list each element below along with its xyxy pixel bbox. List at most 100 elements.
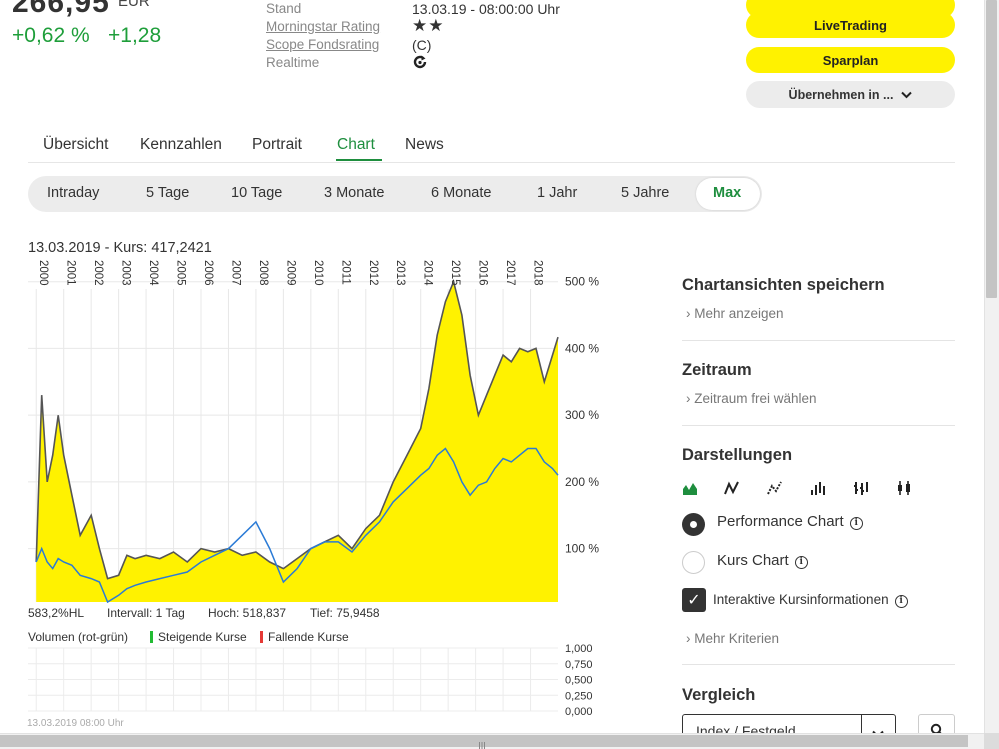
dotted-line-chart-icon[interactable] [767,480,783,501]
range-1-jahr[interactable]: 1 Jahr [537,185,578,201]
realtime-refresh-icon[interactable] [412,54,428,75]
mehr-anzeigen-link[interactable]: › Mehr anzeigen [686,306,784,321]
change-percent: +0,62 % [12,24,90,47]
volume-label: Volumen (rot-grün) [28,630,129,644]
volume-tick-label: 0,500 [565,675,593,687]
mehr-kriterien-link[interactable]: › Mehr Kriterien [686,631,780,646]
volume-tick-label: 0,000 [565,706,593,718]
stat-intervall: Intervall: 1 Tag [107,606,185,620]
panel-separator [682,664,955,665]
price-currency: EUR [118,0,150,10]
tab-active-indicator [336,159,382,161]
range-5-jahre[interactable]: 5 Jahre [621,185,670,201]
tab-chart[interactable]: Chart [337,136,375,153]
compare-line [35,447,559,604]
range-5-tage[interactable]: 5 Tage [146,185,190,201]
panel-separator [682,340,955,341]
steigend-marker [150,631,153,643]
candlestick-chart-icon[interactable] [896,480,912,501]
performance-chart-label[interactable]: Performance Chart i [717,513,863,530]
performance-chart[interactable]: 2000 2001 2002 2003 2004 2005 2006 2007 2008 2009… [0,255,620,733]
livetrading-button[interactable]: LiveTrading [746,12,955,38]
volume-tick-label: 0,750 [565,659,593,671]
kurs-chart-label[interactable]: Kurs Chart i [717,552,808,569]
uebernehmen-label: Übernehmen in ... [788,87,894,102]
info-icon[interactable]: i [849,517,863,530]
hlc-chart-icon[interactable] [853,480,869,501]
y-tick-label: 100 % [565,542,599,556]
vertical-scroll-thumb[interactable] [986,0,997,298]
range-intraday[interactable]: Intraday [47,185,100,201]
performance-chart-radio[interactable] [682,513,705,536]
price-value: 266,95 [12,0,110,19]
time-range-bar [28,176,762,212]
info-icon[interactable]: i [894,595,908,608]
x-tick-label: 2003 [120,260,132,286]
range-10-tage[interactable]: 10 Tage [231,185,283,201]
stand-value: 13.03.19 - 08:00:00 Uhr [412,1,560,17]
scope-rating-value: (C) [412,37,432,53]
x-tick-label: 2005 [175,260,187,286]
volume-tick-label: 1,000 [565,643,593,655]
horizontal-scroll-thumb[interactable] [0,735,968,747]
x-tick-label: 2011 [339,260,351,285]
stat-tief: Tief: 75,9458 [310,606,380,620]
performance-line [35,279,559,580]
select-divider [861,715,862,749]
range-6-monate[interactable]: 6 Monate [431,185,492,201]
x-tick-label: 2017 [504,260,516,286]
volume-date: 13.03.2019 08:00 Uhr [27,718,124,729]
ohlc-chart-icon[interactable] [810,480,826,501]
info-icon[interactable]: i [794,556,808,569]
x-tick-label: 2015 [449,260,461,286]
y-tick-label: 200 % [565,475,599,489]
chevron-down-icon [901,88,913,102]
scrollbar-corner [984,733,999,749]
x-tick-label: 2009 [284,260,296,286]
y-tick-label: 400 % [565,341,599,355]
x-tick-label: 2006 [202,260,214,286]
tabs-divider [28,162,955,163]
kurs-info: 13.03.2019 - Kurs: 417,2421 [28,240,212,256]
tab-uebersicht[interactable]: Übersicht [43,136,109,153]
range-3-monate[interactable]: 3 Monate [324,185,385,201]
x-tick-label: 2007 [229,260,241,286]
scope-fondsrating-link[interactable]: Scope Fondsrating [266,37,380,52]
x-tick-label: 2000 [37,260,49,286]
performance-area [36,281,558,602]
range-max[interactable]: Max [713,185,742,201]
vergleich-title: Vergleich [682,686,756,704]
mountain-chart-icon[interactable] [682,480,698,501]
zeitraum-link[interactable]: › Zeitraum frei wählen [686,391,817,406]
kurs-chart-radio[interactable] [682,551,705,574]
stand-label: Stand [266,1,302,16]
stat-hoch: Hoch: 518,837 [208,606,287,620]
fallende-kurse-label: Fallende Kurse [268,630,349,644]
y-tick-label: 500 % [565,275,599,289]
x-tick-label: 2004 [147,260,159,286]
morningstar-stars: ★★ [412,16,445,35]
x-tick-label: 2008 [257,260,269,286]
x-tick-label: 2014 [422,260,434,286]
realtime-label: Realtime [266,55,320,70]
chartansichten-title: Chartansichten speichern [682,276,885,294]
scroll-grip-icon [478,737,486,749]
sparplan-button[interactable]: Sparplan [746,47,955,73]
uebernehmen-dropdown[interactable]: Übernehmen in ... [746,81,955,108]
volume-tick-label: 0,250 [565,690,593,702]
line-chart-icon[interactable] [724,480,740,501]
tab-news[interactable]: News [405,136,444,153]
fallend-marker [260,631,263,643]
tab-kennzahlen[interactable]: Kennzahlen [140,136,222,153]
interaktive-kursinfo-label[interactable]: Interaktive Kursinformationen i [713,592,908,608]
panel-separator [682,425,955,426]
y-tick-label: 300 % [565,408,599,422]
morningstar-rating-link[interactable]: Morningstar Rating [266,19,381,34]
x-tick-label: 2016 [477,260,489,286]
x-tick-label: 2001 [65,260,77,286]
x-tick-label: 2012 [367,260,379,286]
x-tick-label: 2018 [532,260,544,286]
interaktive-kursinfo-checkbox[interactable]: ✓ [682,588,706,612]
stat-hl: 583,2%HL [28,606,85,620]
tab-portrait[interactable]: Portrait [252,136,302,153]
